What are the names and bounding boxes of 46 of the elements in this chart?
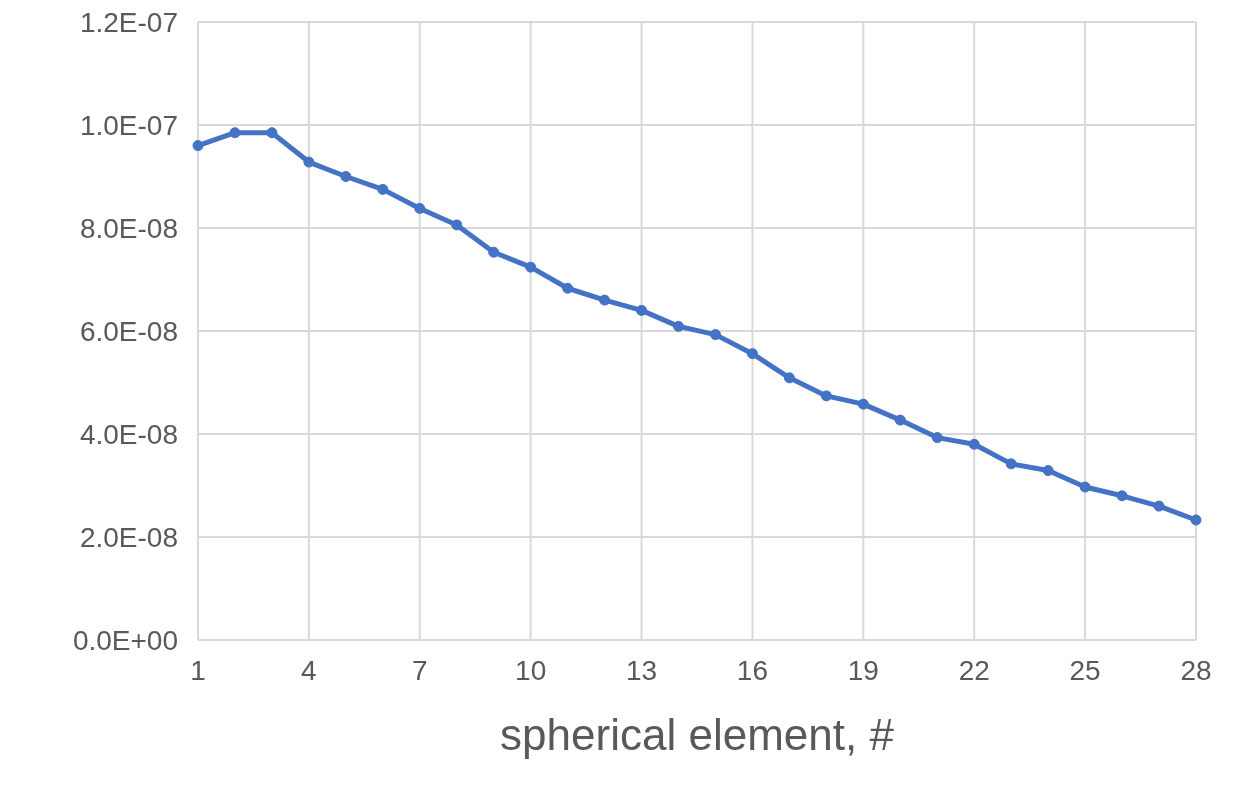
y-tick-label: 8.0E-08 xyxy=(79,212,178,244)
point xyxy=(340,171,352,182)
point xyxy=(673,320,685,332)
point xyxy=(931,432,943,444)
point xyxy=(1116,490,1128,502)
x-tick-label: 28 xyxy=(1180,654,1212,686)
y-tick-label: 2.0E-08 xyxy=(79,521,178,553)
point xyxy=(599,294,611,306)
point xyxy=(636,304,648,316)
x-tick-label: 4 xyxy=(301,654,317,686)
point xyxy=(229,127,241,139)
point xyxy=(968,438,980,450)
point xyxy=(525,261,537,273)
point xyxy=(746,348,758,360)
point xyxy=(820,390,832,402)
x-tick-label: 22 xyxy=(958,654,990,686)
x-tick-label: 1 xyxy=(190,654,206,686)
x-tick-label: 13 xyxy=(625,654,658,686)
point xyxy=(1153,500,1165,512)
point xyxy=(709,329,721,341)
point xyxy=(414,202,426,214)
x-axis-title: spherical element, # xyxy=(500,710,895,759)
x-tick-label: 16 xyxy=(736,654,769,686)
x-tick-label: 10 xyxy=(515,654,547,686)
point xyxy=(1042,465,1054,477)
point xyxy=(1005,458,1017,470)
x-tick-label: 19 xyxy=(847,654,879,686)
point xyxy=(562,282,574,294)
y-tick-label: 1.2E-07 xyxy=(79,6,178,38)
x-tick-label: 7 xyxy=(411,654,428,686)
y-tick-label: 6.0E-08 xyxy=(79,315,178,347)
y-tick-label: 1.0E-07 xyxy=(79,109,178,141)
point xyxy=(1079,481,1091,493)
point xyxy=(192,140,204,152)
point xyxy=(488,246,500,258)
point xyxy=(266,127,278,139)
point xyxy=(783,372,795,384)
point xyxy=(303,156,315,168)
point xyxy=(857,398,869,410)
point xyxy=(451,219,463,231)
x-tick-label: 25 xyxy=(1069,654,1101,686)
point xyxy=(1190,514,1202,526)
point xyxy=(377,183,389,195)
y-tick-label: 4.0E-08 xyxy=(79,418,178,450)
y-tick-label: 0.0E+00 xyxy=(72,624,178,656)
point xyxy=(894,414,906,426)
